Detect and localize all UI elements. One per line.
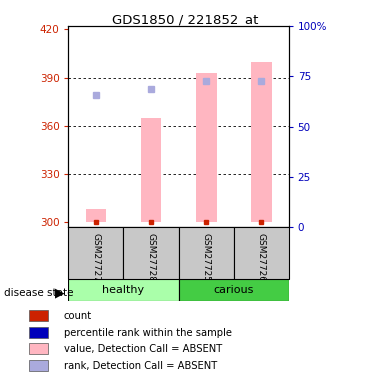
Bar: [141, 118, 161, 222]
Text: GSM27727: GSM27727: [91, 233, 101, 282]
Bar: [85, 209, 107, 222]
Text: healthy: healthy: [102, 285, 145, 295]
Bar: [29, 327, 48, 338]
Bar: [68, 227, 124, 279]
Bar: [29, 310, 48, 321]
Bar: [29, 360, 48, 371]
Bar: [179, 279, 289, 301]
Text: rank, Detection Call = ABSENT: rank, Detection Call = ABSENT: [64, 361, 217, 371]
Text: carious: carious: [213, 285, 254, 295]
Bar: [124, 227, 179, 279]
Text: percentile rank within the sample: percentile rank within the sample: [64, 327, 232, 338]
Bar: [29, 344, 48, 354]
Text: disease state: disease state: [4, 288, 73, 298]
Text: GSM27725: GSM27725: [202, 233, 211, 282]
Bar: [250, 62, 272, 222]
Text: count: count: [64, 311, 92, 321]
Bar: [196, 73, 216, 222]
Text: value, Detection Call = ABSENT: value, Detection Call = ABSENT: [64, 344, 222, 354]
Bar: [179, 227, 233, 279]
Text: GSM27726: GSM27726: [256, 233, 266, 282]
Text: GDS1850 / 221852_at: GDS1850 / 221852_at: [112, 13, 258, 26]
Text: ▶: ▶: [55, 287, 64, 300]
Text: GSM27728: GSM27728: [147, 233, 155, 282]
Bar: [233, 227, 289, 279]
Bar: [68, 279, 179, 301]
